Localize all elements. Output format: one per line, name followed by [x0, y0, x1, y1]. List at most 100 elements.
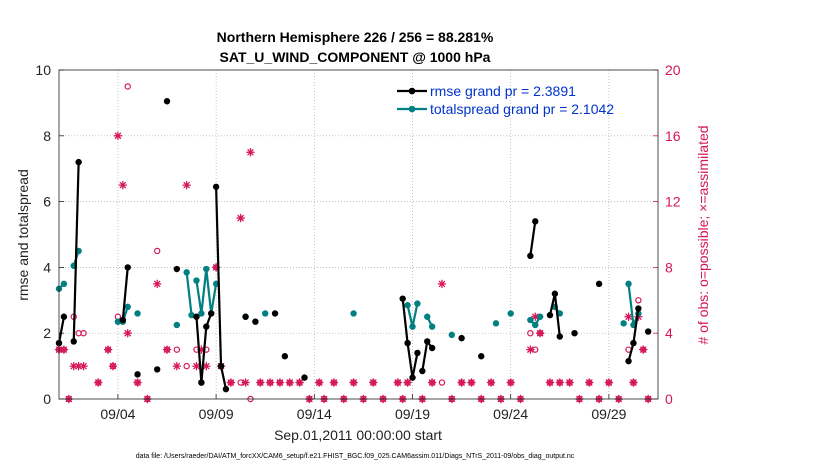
- spread-point: [424, 313, 431, 320]
- obs-possible-point: [153, 247, 161, 255]
- obs-assimilated-point: [246, 147, 255, 157]
- chart-title: Northern Hemisphere 226 / 256 = 88.281%: [217, 29, 494, 45]
- rmse-point: [571, 330, 578, 337]
- spread-point: [448, 331, 455, 339]
- spread-point: [203, 265, 210, 273]
- x-axis-ticks: 09/04 09/09 09/14 09/19 09/24 09/29: [100, 394, 627, 422]
- spread-point: [134, 310, 141, 317]
- obs-possible-point: [124, 83, 131, 90]
- x-tick-label: 09/04: [100, 406, 135, 422]
- y-left-axis-label: rmse and totalspread: [15, 169, 31, 301]
- spread-point: [173, 321, 181, 329]
- obs-possible-point: [527, 330, 534, 337]
- y-left-tick-label: 8: [43, 128, 51, 144]
- spread-point: [262, 310, 269, 317]
- obs-assimilated-point: [314, 378, 324, 387]
- chart-subtitle: SAT_U_WIND_COMPONENT @ 1000 hPa: [220, 49, 491, 65]
- rmse-point: [212, 183, 220, 190]
- rmse-point: [428, 344, 436, 352]
- rmse-point: [419, 367, 426, 375]
- legend-rmse-marker: [408, 87, 416, 95]
- obs-assimilated-point: [393, 378, 403, 387]
- spread-point: [404, 302, 411, 309]
- obs-assimilated-point: [486, 378, 496, 387]
- obs-possible-point: [635, 297, 642, 304]
- obs-assimilated-point: [624, 312, 633, 322]
- obs-assimilated-point: [585, 378, 594, 387]
- obs-assimilated-point: [329, 378, 339, 387]
- rmse-point: [75, 158, 82, 166]
- x-tick-label: 09/19: [395, 406, 430, 422]
- legend-spread-marker: [408, 105, 416, 113]
- obs-assimilated-point: [467, 378, 476, 387]
- spread-point: [507, 310, 514, 317]
- spread-point: [188, 311, 195, 319]
- x-tick-label: 09/14: [297, 406, 332, 422]
- obs-assimilated-point: [545, 378, 555, 387]
- y-left-axis-ticks: 0 2 4 6 8 10: [35, 62, 64, 407]
- y-right-tick-label: 20: [665, 62, 681, 78]
- rmse-point: [595, 280, 603, 288]
- rmse-point: [635, 305, 642, 312]
- obs-assimilated-point: [639, 345, 648, 354]
- obs-assimilated-point: [285, 378, 295, 387]
- spread-point: [527, 316, 534, 324]
- spread-point: [414, 300, 421, 307]
- rmse-point: [281, 353, 289, 360]
- obs-assimilated-point: [437, 279, 447, 289]
- rmse-point: [546, 311, 554, 319]
- spread-point: [114, 318, 122, 325]
- rmse-point: [271, 310, 279, 317]
- rmse-line-segment: [529, 221, 537, 257]
- x-tick-label: 09/24: [493, 406, 528, 422]
- rmse-point: [409, 374, 416, 381]
- rmse-point: [203, 323, 210, 330]
- rmse-point: [404, 339, 411, 347]
- obs-assimilated-point: [457, 378, 466, 387]
- rmse-line-segment: [121, 267, 129, 321]
- obs-assimilated-point: [506, 378, 515, 387]
- rmse-point: [424, 338, 431, 345]
- spread-line-segment: [185, 272, 193, 316]
- obs-assimilated-point: [113, 131, 123, 141]
- obs-assimilated-point: [108, 361, 118, 371]
- obs-assimilated-point: [427, 378, 437, 387]
- rmse-point: [70, 338, 77, 345]
- rmse-point: [134, 371, 141, 378]
- obs-assimilated-point: [79, 361, 88, 371]
- rmse-point: [198, 379, 205, 386]
- obs-assimilated-point: [535, 328, 545, 338]
- x-axis-label: Sep.01,2011 00:00:00 start: [274, 427, 442, 443]
- obs-assimilated-point: [192, 361, 201, 371]
- obs-assimilated-point: [403, 378, 412, 387]
- data-file-footer: data file: /Users/raeder/DAI/ATM_forcXX/…: [136, 453, 575, 460]
- obs-possible-point: [173, 346, 181, 353]
- obs-assimilated-point: [69, 361, 78, 371]
- y-right-tick-label: 12: [665, 194, 681, 210]
- y-right-tick-label: 16: [665, 128, 681, 144]
- rmse-point: [222, 385, 230, 393]
- grid: [59, 70, 658, 399]
- plot-frame: [58, 69, 659, 400]
- rmse-point: [556, 333, 564, 340]
- rmse-point: [532, 218, 539, 225]
- legend-rmse-label: rmse grand pr = 2.3891: [430, 83, 576, 99]
- obs-assimilated-point: [172, 361, 182, 371]
- rmse-point: [551, 290, 559, 297]
- spread-point: [428, 323, 436, 330]
- rmse-point: [301, 374, 308, 381]
- obs-assimilated-point: [162, 345, 172, 354]
- spread-point: [198, 310, 205, 317]
- rmse-point: [414, 349, 421, 357]
- obs-assimilated-point: [133, 378, 142, 387]
- obs-possible-point: [438, 379, 446, 386]
- obs-assimilated-point: [182, 180, 191, 190]
- rmse-point: [153, 366, 161, 373]
- y-left-tick-label: 10: [35, 62, 51, 78]
- spread-point: [536, 313, 544, 320]
- obs-assimilated-point: [236, 213, 245, 223]
- y-left-tick-label: 0: [43, 391, 51, 407]
- rmse-point: [163, 98, 171, 105]
- spread-point: [492, 320, 500, 327]
